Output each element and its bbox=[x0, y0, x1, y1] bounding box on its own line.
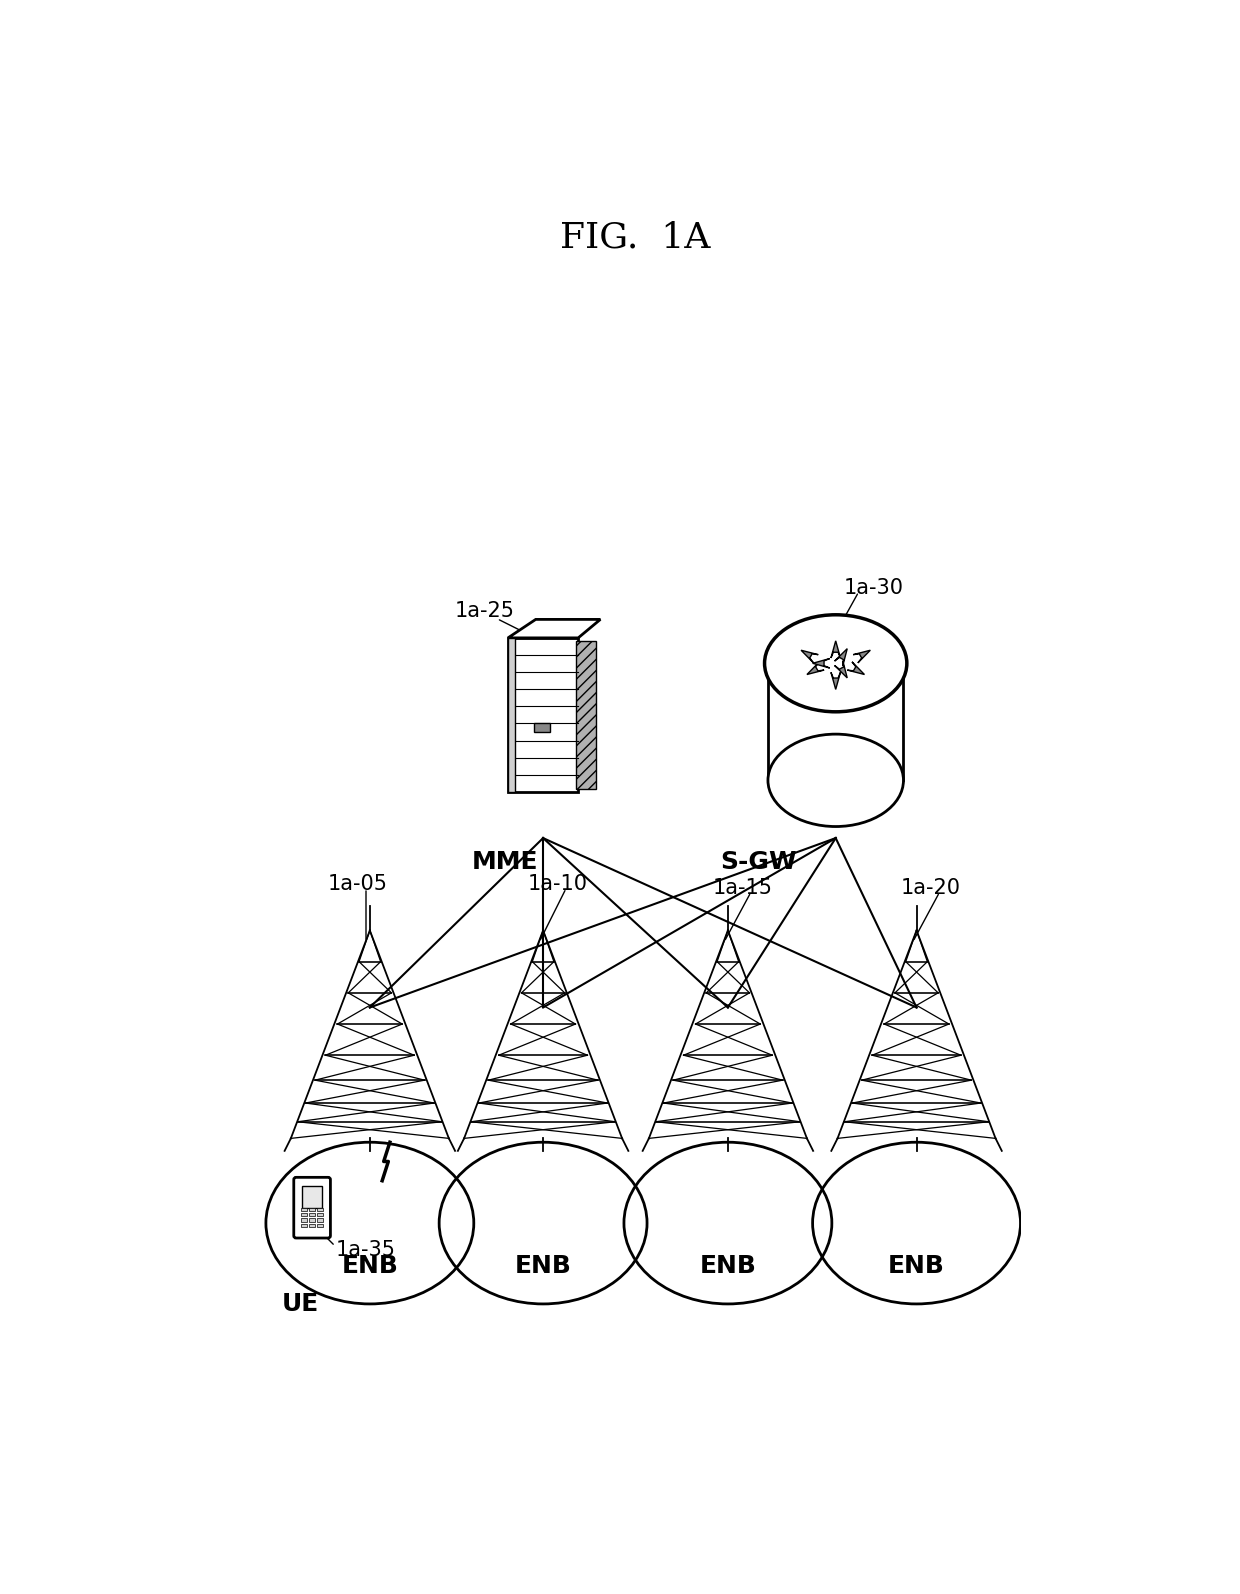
Polygon shape bbox=[835, 662, 847, 677]
Text: 1a-20: 1a-20 bbox=[901, 878, 961, 897]
Bar bbox=[309, 1218, 315, 1221]
Bar bbox=[301, 1224, 306, 1227]
Text: ENB: ENB bbox=[515, 1254, 572, 1278]
Bar bbox=[508, 638, 578, 792]
Polygon shape bbox=[807, 662, 825, 674]
Text: 1a-10: 1a-10 bbox=[528, 874, 588, 894]
Ellipse shape bbox=[765, 615, 906, 713]
Text: 1a-25: 1a-25 bbox=[455, 601, 515, 622]
Text: 1a-30: 1a-30 bbox=[843, 579, 904, 598]
Bar bbox=[317, 1213, 322, 1216]
Bar bbox=[301, 1213, 306, 1216]
Text: UE: UE bbox=[281, 1293, 319, 1317]
Polygon shape bbox=[847, 662, 864, 674]
Polygon shape bbox=[831, 641, 841, 658]
Bar bbox=[534, 722, 551, 732]
Bar bbox=[317, 1224, 322, 1227]
Polygon shape bbox=[801, 650, 818, 663]
Bar bbox=[508, 638, 516, 792]
Bar bbox=[301, 1218, 306, 1221]
Ellipse shape bbox=[768, 735, 904, 827]
Text: FIG.  1A: FIG. 1A bbox=[560, 220, 711, 255]
Text: 1a-15: 1a-15 bbox=[713, 878, 773, 897]
Bar bbox=[768, 673, 904, 781]
Polygon shape bbox=[508, 620, 600, 638]
Polygon shape bbox=[853, 650, 870, 663]
Text: ENB: ENB bbox=[888, 1254, 945, 1278]
FancyBboxPatch shape bbox=[294, 1178, 330, 1239]
Text: ENB: ENB bbox=[341, 1254, 398, 1278]
Bar bbox=[575, 641, 596, 789]
Text: MME: MME bbox=[471, 850, 538, 874]
Text: 1a-05: 1a-05 bbox=[327, 874, 387, 894]
Polygon shape bbox=[831, 673, 841, 690]
Bar bbox=[317, 1218, 322, 1221]
Polygon shape bbox=[812, 658, 830, 668]
Bar bbox=[309, 1224, 315, 1227]
Polygon shape bbox=[835, 649, 847, 666]
Text: S-GW: S-GW bbox=[720, 850, 797, 874]
Bar bbox=[301, 1208, 306, 1211]
Bar bbox=[317, 1208, 322, 1211]
Text: 1a-35: 1a-35 bbox=[335, 1240, 396, 1259]
Text: ENB: ENB bbox=[699, 1254, 756, 1278]
Bar bbox=[303, 1186, 322, 1208]
Bar bbox=[309, 1213, 315, 1216]
Bar bbox=[309, 1208, 315, 1211]
